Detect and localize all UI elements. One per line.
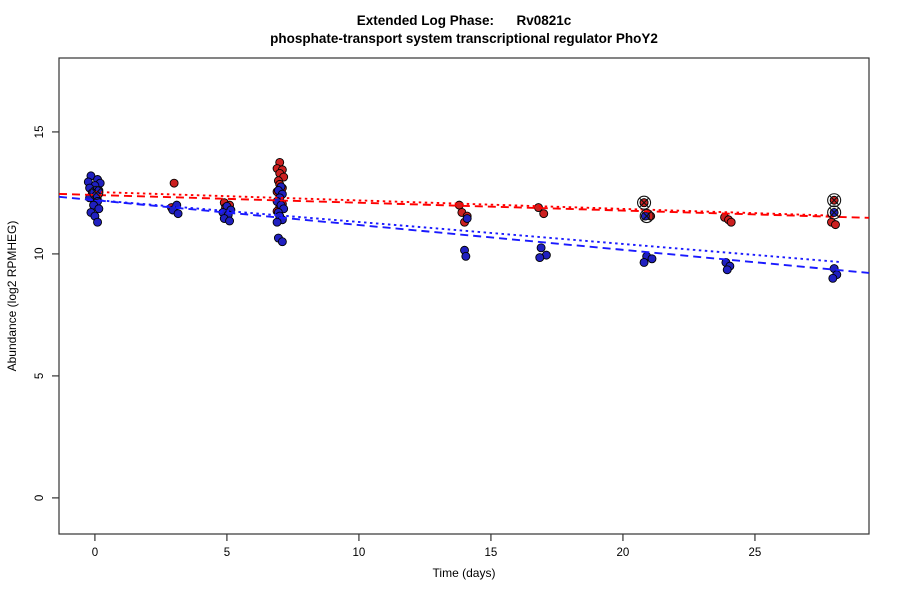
circle-x-marker-diag <box>91 187 102 198</box>
data-point-condition-red <box>539 209 549 219</box>
circle-x-marker <box>827 205 842 220</box>
red-dotted-fit <box>94 190 840 217</box>
y-tick-label: 0 <box>34 495 46 501</box>
data-point-condition-blue <box>173 209 183 219</box>
circle-x-marker-diag <box>829 207 840 218</box>
y-tick-label: 10 <box>34 248 46 261</box>
data-point-condition-blue <box>722 265 732 275</box>
circle-x-marker <box>637 195 652 210</box>
plot-subtitle: phosphate-transport system transcription… <box>270 31 658 46</box>
circle-x-marker-diag <box>829 195 840 206</box>
plot-border <box>58 57 870 535</box>
data-point-condition-blue <box>461 251 471 261</box>
x-tick-label: 25 <box>749 547 762 559</box>
red-dashed-fit <box>58 192 870 219</box>
data-point-condition-red <box>726 217 736 227</box>
x-tick-label: 5 <box>224 547 230 559</box>
y-tick-label: 5 <box>34 373 46 379</box>
data-point-condition-blue <box>462 214 472 223</box>
circle-x-marker-diag <box>641 211 652 222</box>
data-point-condition-blue <box>93 217 102 227</box>
x-tick-label: 0 <box>92 547 98 559</box>
data-point-condition-blue <box>225 216 235 226</box>
data-point-condition-blue <box>647 254 657 264</box>
x-axis-label: Time (days) <box>433 566 496 580</box>
data-point-condition-red <box>831 220 840 230</box>
flagged-markers <box>89 185 842 224</box>
data-point-condition-blue <box>94 204 104 214</box>
data-point-condition-blue <box>277 237 287 247</box>
plot-title: Extended Log Phase: Rv0821c <box>356 13 572 28</box>
x-tick-label: 20 <box>617 547 630 559</box>
data-point-condition-blue <box>272 217 282 227</box>
data-point-condition-blue <box>640 211 650 221</box>
data-point-condition-red <box>169 178 179 188</box>
data-point-condition-blue <box>828 273 838 283</box>
circle-x-marker <box>639 209 654 224</box>
circle-x-marker-diag <box>639 197 650 208</box>
data-point-condition-blue <box>535 253 545 263</box>
y-tick-label: 15 <box>34 126 46 139</box>
circle-x-marker <box>827 193 842 208</box>
x-tick-label: 10 <box>353 547 366 559</box>
data-point-condition-blue <box>536 243 546 253</box>
axis-ticks: 0 5 10 15 20 25 0 5 10 15 <box>34 126 761 559</box>
y-axis-label: Abundance (log2 RPMHEG) <box>5 221 19 372</box>
blue-dashed-fit <box>58 195 870 274</box>
trend-lines <box>58 190 870 274</box>
data-point-condition-blue <box>639 258 649 267</box>
circle-x-marker <box>89 185 104 200</box>
blue-dotted-fit <box>94 199 840 263</box>
x-tick-label: 15 <box>485 547 498 559</box>
